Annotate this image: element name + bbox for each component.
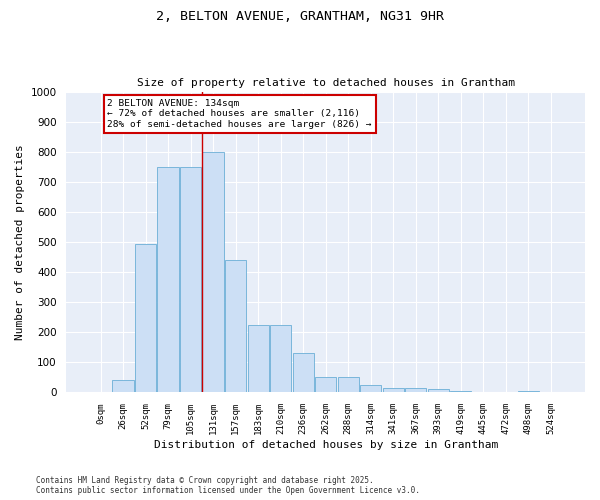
Bar: [270, 325, 292, 392]
Bar: [157, 167, 179, 392]
Bar: [248, 325, 269, 392]
Bar: [360, 385, 382, 392]
Bar: [202, 152, 224, 392]
Bar: [315, 377, 337, 392]
Bar: [338, 377, 359, 392]
Bar: [180, 167, 202, 392]
Y-axis label: Number of detached properties: Number of detached properties: [15, 144, 25, 340]
Text: Contains HM Land Registry data © Crown copyright and database right 2025.
Contai: Contains HM Land Registry data © Crown c…: [36, 476, 420, 495]
Bar: [450, 391, 472, 392]
Bar: [293, 354, 314, 393]
X-axis label: Distribution of detached houses by size in Grantham: Distribution of detached houses by size …: [154, 440, 498, 450]
Bar: [518, 390, 539, 392]
Bar: [405, 388, 427, 392]
Bar: [135, 244, 157, 392]
Text: 2, BELTON AVENUE, GRANTHAM, NG31 9HR: 2, BELTON AVENUE, GRANTHAM, NG31 9HR: [156, 10, 444, 23]
Bar: [225, 260, 247, 392]
Title: Size of property relative to detached houses in Grantham: Size of property relative to detached ho…: [137, 78, 515, 88]
Bar: [383, 388, 404, 392]
Bar: [112, 380, 134, 392]
Bar: [428, 390, 449, 392]
Text: 2 BELTON AVENUE: 134sqm
← 72% of detached houses are smaller (2,116)
28% of semi: 2 BELTON AVENUE: 134sqm ← 72% of detache…: [107, 99, 372, 129]
